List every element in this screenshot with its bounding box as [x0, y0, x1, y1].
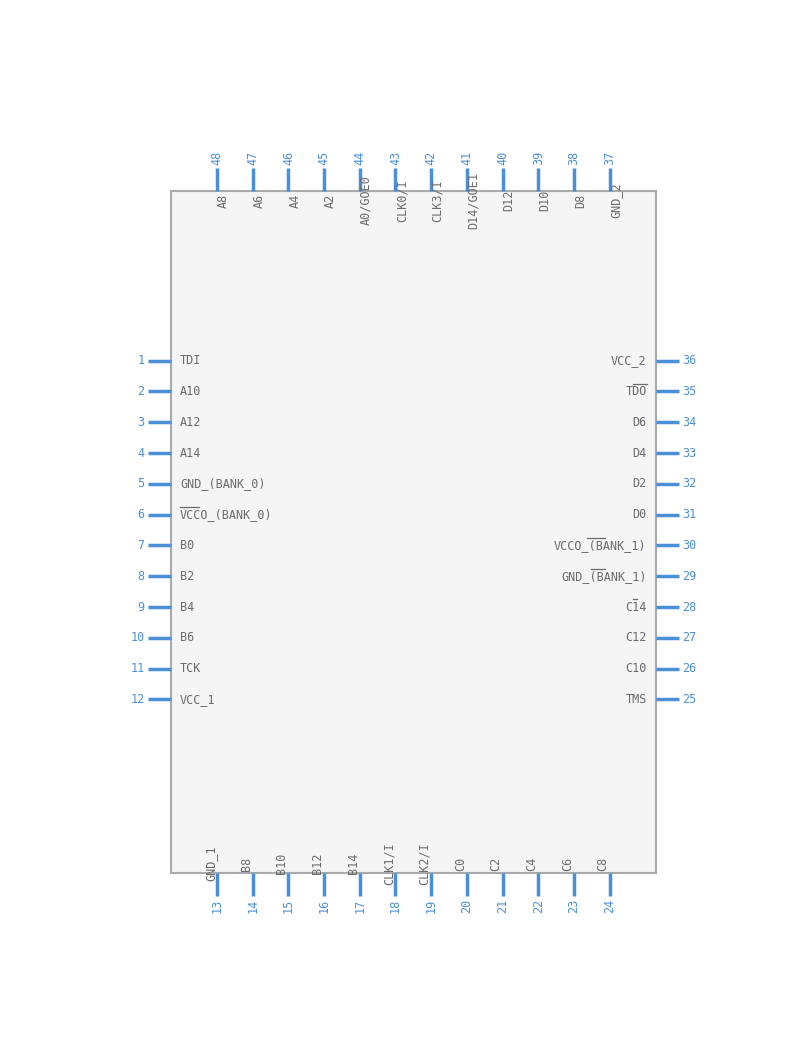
Text: A14: A14 — [180, 446, 201, 459]
Text: 15: 15 — [282, 899, 295, 913]
Text: 28: 28 — [682, 601, 696, 613]
Text: A10: A10 — [180, 385, 201, 398]
Text: GND_(BANK_1): GND_(BANK_1) — [561, 570, 646, 583]
Text: 20: 20 — [461, 899, 473, 913]
Text: A0/GOE0: A0/GOE0 — [360, 175, 372, 225]
Text: 3: 3 — [137, 416, 145, 429]
Text: 21: 21 — [496, 899, 509, 913]
Text: D12: D12 — [503, 190, 516, 211]
Text: D2: D2 — [633, 477, 646, 490]
Text: 43: 43 — [389, 151, 402, 165]
Text: D8: D8 — [574, 193, 587, 208]
Text: 46: 46 — [282, 151, 295, 165]
Text: 44: 44 — [353, 151, 366, 165]
Text: 12: 12 — [130, 693, 145, 706]
Text: B6: B6 — [180, 631, 194, 645]
Text: C10: C10 — [625, 662, 646, 675]
Text: 13: 13 — [210, 899, 224, 913]
Text: 10: 10 — [130, 631, 145, 645]
Text: 48: 48 — [210, 151, 224, 165]
Text: B8: B8 — [240, 856, 253, 871]
Text: 1: 1 — [137, 354, 145, 367]
Text: 5: 5 — [137, 477, 145, 490]
Text: 4: 4 — [137, 446, 145, 459]
Text: C14: C14 — [625, 601, 646, 613]
Text: B10: B10 — [276, 853, 288, 874]
Text: 8: 8 — [137, 570, 145, 583]
Text: C2: C2 — [490, 856, 503, 871]
Text: 42: 42 — [425, 151, 438, 165]
Text: D14/GOE1: D14/GOE1 — [467, 172, 480, 228]
Text: A4: A4 — [288, 193, 301, 208]
Text: B2: B2 — [180, 570, 194, 583]
Text: 34: 34 — [682, 416, 696, 429]
Text: A2: A2 — [324, 193, 337, 208]
Text: A6: A6 — [253, 193, 266, 208]
Text: 40: 40 — [496, 151, 509, 165]
Text: 32: 32 — [682, 477, 696, 490]
Text: 2: 2 — [137, 385, 145, 398]
Text: 26: 26 — [682, 662, 696, 675]
Text: C8: C8 — [596, 856, 610, 871]
Text: B4: B4 — [180, 601, 194, 613]
Text: 37: 37 — [604, 151, 617, 165]
Text: CLK0/I: CLK0/I — [395, 179, 409, 222]
Text: 38: 38 — [567, 151, 580, 165]
Text: C12: C12 — [625, 631, 646, 645]
Text: TDI: TDI — [180, 354, 201, 367]
Text: VCC_2: VCC_2 — [611, 354, 646, 367]
Text: 19: 19 — [425, 899, 438, 913]
Text: 11: 11 — [130, 662, 145, 675]
Text: D6: D6 — [633, 416, 646, 429]
Text: 23: 23 — [567, 899, 580, 913]
Text: 22: 22 — [532, 899, 545, 913]
Text: C4: C4 — [525, 856, 538, 871]
Text: VCC_1: VCC_1 — [180, 693, 216, 706]
Text: 31: 31 — [682, 508, 696, 521]
Text: B14: B14 — [347, 853, 360, 874]
Text: VCCO_(BANK_1): VCCO_(BANK_1) — [554, 539, 646, 552]
Text: A8: A8 — [217, 193, 230, 208]
Text: 25: 25 — [682, 693, 696, 706]
Text: 35: 35 — [682, 385, 696, 398]
Text: C6: C6 — [561, 856, 574, 871]
Text: GND_(BANK_0): GND_(BANK_0) — [180, 477, 266, 490]
Text: CLK3/I: CLK3/I — [431, 179, 444, 222]
Text: 7: 7 — [137, 539, 145, 552]
Text: C0: C0 — [454, 856, 467, 871]
Text: 33: 33 — [682, 446, 696, 459]
Text: CLK2/I: CLK2/I — [419, 842, 431, 885]
Text: 41: 41 — [461, 151, 473, 165]
Text: B0: B0 — [180, 539, 194, 552]
Text: 9: 9 — [137, 601, 145, 613]
Text: D10: D10 — [538, 190, 551, 211]
Bar — [170, 191, 656, 873]
Text: 45: 45 — [318, 151, 330, 165]
Text: TMS: TMS — [625, 693, 646, 706]
Text: 17: 17 — [353, 899, 366, 913]
Text: GND_1: GND_1 — [204, 846, 217, 881]
Text: TDO: TDO — [625, 385, 646, 398]
Text: 30: 30 — [682, 539, 696, 552]
Text: B12: B12 — [311, 853, 324, 874]
Text: 47: 47 — [246, 151, 259, 165]
Text: 6: 6 — [137, 508, 145, 521]
Text: 14: 14 — [246, 899, 259, 913]
Text: A12: A12 — [180, 416, 201, 429]
Text: GND_2: GND_2 — [610, 182, 623, 218]
Text: 16: 16 — [318, 899, 330, 913]
Text: 39: 39 — [532, 151, 545, 165]
Text: VCCO_(BANK_0): VCCO_(BANK_0) — [180, 508, 272, 521]
Text: 27: 27 — [682, 631, 696, 645]
Text: TCK: TCK — [180, 662, 201, 675]
Text: 29: 29 — [682, 570, 696, 583]
Text: CLK1/I: CLK1/I — [382, 842, 395, 885]
Text: 18: 18 — [389, 899, 402, 913]
Text: 24: 24 — [604, 899, 617, 913]
Text: D4: D4 — [633, 446, 646, 459]
Text: 36: 36 — [682, 354, 696, 367]
Text: D0: D0 — [633, 508, 646, 521]
